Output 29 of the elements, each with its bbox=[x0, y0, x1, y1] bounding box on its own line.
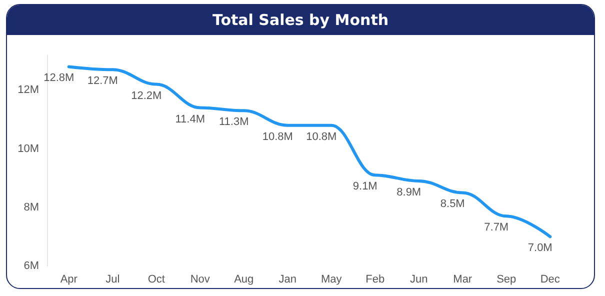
x-tick-label: Oct bbox=[148, 274, 165, 286]
data-label: 10.8M bbox=[306, 130, 337, 143]
x-tick-label: Sep bbox=[496, 274, 516, 286]
x-tick-label: Nov bbox=[190, 274, 210, 286]
data-label: 7.7M bbox=[484, 222, 509, 234]
x-tick-label: Jun bbox=[410, 274, 428, 286]
x-tick-label: Dec bbox=[540, 274, 560, 286]
data-label: 12.8M bbox=[44, 72, 74, 84]
x-tick-label: Mar bbox=[453, 274, 472, 286]
data-label: 12.2M bbox=[131, 90, 162, 102]
data-label: 11.4M bbox=[175, 113, 206, 126]
x-tick-label: Apr bbox=[60, 274, 78, 286]
x-tick-label: Jan bbox=[278, 274, 296, 286]
data-label: 7.0M bbox=[528, 242, 552, 254]
chart-title: Total Sales by Month bbox=[7, 5, 594, 35]
y-tick-label: 8M bbox=[24, 201, 39, 214]
x-tick-label: Feb bbox=[366, 274, 385, 286]
x-tick-label: Aug bbox=[234, 274, 254, 286]
y-tick-label: 6M bbox=[24, 260, 39, 272]
data-label: 8.9M bbox=[396, 186, 422, 199]
data-label: 8.5M bbox=[440, 198, 465, 210]
x-tick-label: May bbox=[320, 274, 342, 286]
y-tick-label: 12M bbox=[18, 84, 39, 96]
data-label: 11.3M bbox=[218, 116, 249, 128]
x-tick-label: Jul bbox=[106, 274, 120, 286]
y-tick-label: 10M bbox=[18, 142, 39, 155]
data-label: 12.7M bbox=[87, 75, 118, 88]
data-label: 9.1M bbox=[352, 180, 378, 193]
data-label: 10.8M bbox=[262, 130, 293, 143]
